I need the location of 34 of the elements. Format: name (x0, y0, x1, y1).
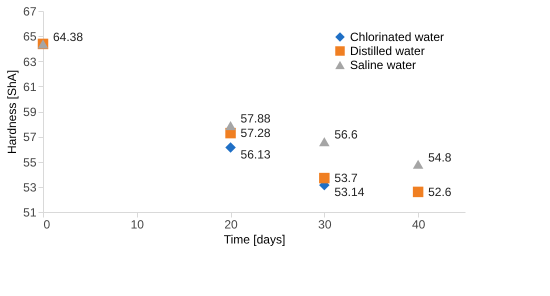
data-label: 53.7 (334, 171, 358, 186)
point (412, 160, 424, 169)
y-axis-title: Hardness [ShA] (5, 70, 20, 154)
x-tick-label: 10 (130, 218, 144, 232)
y-tick-label: 55 (23, 155, 37, 170)
y-tick-label: 57 (23, 130, 37, 144)
data-label: 56.6 (334, 128, 358, 142)
data-label: 54.8 (428, 150, 452, 164)
data-label: 52.6 (428, 184, 452, 199)
data-label: 57.88 (240, 112, 271, 126)
y-tick-label: 67 (23, 4, 37, 18)
x-tick-label: 20 (224, 218, 238, 232)
x-tick-label: 0 (44, 218, 50, 232)
point (319, 137, 330, 146)
point (319, 172, 330, 184)
y-tick-label: 59 (23, 105, 37, 119)
x-tick-label: 40 (412, 218, 426, 232)
data-label: 56.13 (240, 148, 271, 162)
point (225, 142, 236, 153)
point (225, 121, 236, 130)
legend-label: Distilled water (350, 44, 425, 58)
y-tick-label: 53 (23, 180, 37, 194)
y-tick-label: 51 (23, 206, 37, 220)
y-tick-label: 61 (23, 80, 37, 94)
data-label: 64.38 (53, 30, 84, 44)
data-label: 53.14 (334, 185, 365, 200)
data-label: 57.28 (240, 126, 271, 140)
point (412, 186, 424, 198)
legend-label: Saline water (350, 58, 416, 72)
x-axis-title: Time [days] (224, 232, 286, 246)
x-tick-label: 30 (318, 218, 332, 232)
y-tick-label: 65 (23, 30, 37, 44)
y-tick-label: 63 (23, 54, 37, 69)
legend-label: Chlorinated water (350, 30, 444, 44)
